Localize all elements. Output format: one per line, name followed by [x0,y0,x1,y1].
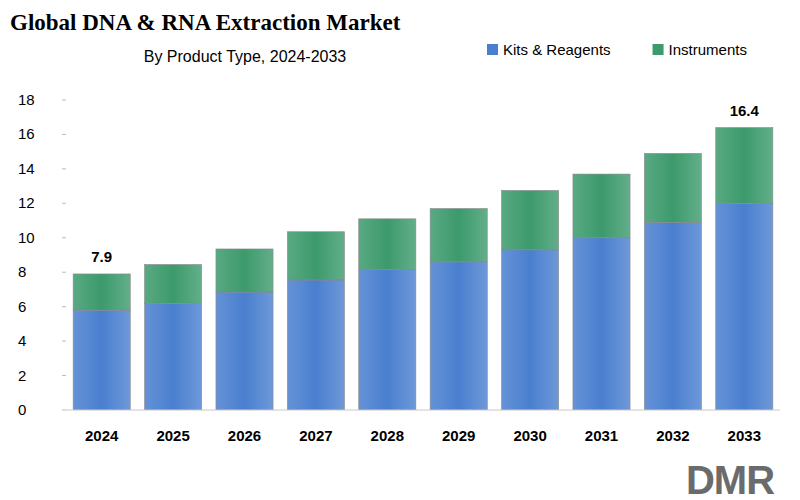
bars [73,128,773,410]
bar-segment [573,174,630,238]
x-tick-label: 2026 [228,427,261,444]
y-tick [62,341,66,342]
bar-segment [644,222,701,410]
bar-segment [430,262,487,410]
bar-segment [502,250,559,410]
bar-segment [287,280,344,410]
y-tick [62,410,66,411]
bar-segment [430,209,487,262]
chart: Global DNA & RNA Extraction Market By Pro… [0,0,800,500]
bar-segment [502,190,559,249]
y-tick-label: 6 [18,298,26,315]
x-tick-label: 2028 [371,427,404,444]
bar-segment [359,270,416,410]
bar-segment [287,232,344,280]
y-tick-label: 0 [18,401,26,418]
y-tick-label: 14 [18,160,35,177]
x-tick-label: 2024 [85,427,119,444]
y-tick [62,134,66,135]
bar-segment [716,128,773,204]
background [0,0,800,500]
x-tick-label: 2032 [656,427,689,444]
x-tick-label: 2027 [299,427,332,444]
y-tick [62,203,66,204]
y-tick-label: 12 [18,194,35,211]
x-tick-label: 2033 [728,427,761,444]
subtitle: By Product Type, 2024-2033 [144,48,347,65]
y-tick [62,375,66,376]
bar-segment [573,238,630,410]
x-tick-label: 2031 [585,427,618,444]
title: Global DNA & RNA Extraction Market [10,10,401,35]
bar-segment [216,249,273,292]
y-tick [62,306,66,307]
bar-segment [716,203,773,410]
legend-item: Kits & Reagents [487,41,611,58]
bar-segment [73,274,130,310]
y-tick-label: 2 [18,367,26,384]
y-tick [62,237,66,238]
bar-segment [145,303,202,410]
logo: DMR [686,458,775,500]
annotation: 7.9 [91,248,112,265]
y-tick-label: 10 [18,229,35,246]
bar-segment [216,292,273,410]
x-tick-label: 2025 [156,427,189,444]
x-tick-label: 2030 [513,427,546,444]
y-tick [62,168,66,169]
bar-segment [359,219,416,270]
y-tick [62,272,66,273]
annotation: 16.4 [730,102,760,119]
bar-segment [73,310,130,410]
bar-segment [145,264,202,303]
y-tick-label: 4 [18,332,26,349]
legend-swatch [487,44,498,55]
x-tick-label: 2029 [442,427,475,444]
legend-item: Instruments [653,41,747,58]
y-tick-label: 18 [18,91,35,108]
bar-segment [644,153,701,222]
y-tick-label: 16 [18,125,35,142]
x-axis [66,410,780,411]
y-tick [62,100,66,101]
legend-swatch [653,44,664,55]
legend-label: Kits & Reagents [503,41,611,58]
legend-label: Instruments [669,41,747,58]
y-tick-label: 8 [18,263,26,280]
